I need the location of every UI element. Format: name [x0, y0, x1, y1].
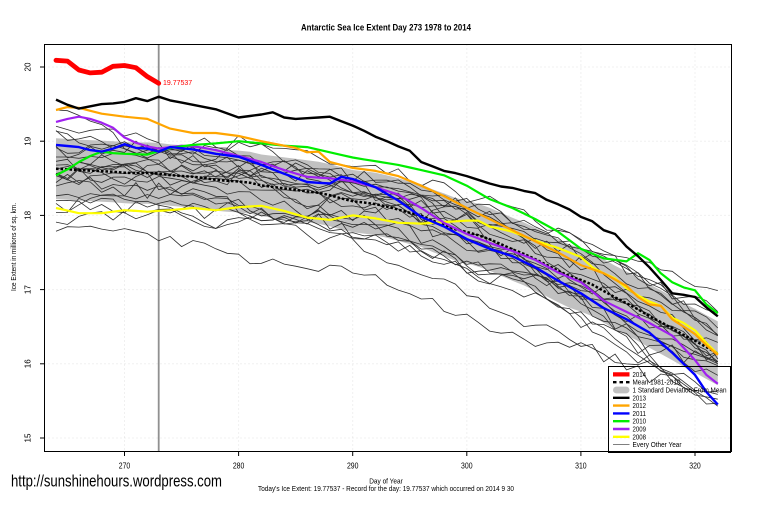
svg-text:Ice Extent in millions of sq.: Ice Extent in millions of sq. km. [9, 203, 18, 291]
svg-text:Antarctic Sea Ice Extent Day 2: Antarctic Sea Ice Extent Day 273 1978 to… [301, 23, 471, 33]
svg-text:2013: 2013 [633, 395, 647, 402]
svg-text:280: 280 [233, 462, 245, 471]
svg-text:320: 320 [689, 462, 701, 471]
svg-text:300: 300 [461, 462, 473, 471]
svg-text:19: 19 [24, 136, 33, 146]
svg-text:2011: 2011 [633, 411, 647, 418]
svg-text:270: 270 [119, 462, 131, 471]
svg-text:Today's Ice Extent: 19.77537: Today's Ice Extent: 19.77537 - Record fo… [258, 486, 514, 493]
svg-text:Every Other Year: Every Other Year [633, 442, 683, 449]
svg-text:20: 20 [24, 62, 33, 72]
svg-text:2014: 2014 [633, 372, 647, 379]
svg-text:http://sunshinehours.wordpress: http://sunshinehours.wordpress.com [11, 472, 222, 491]
svg-text:Day of Year: Day of Year [369, 477, 403, 486]
svg-text:2010: 2010 [633, 419, 647, 426]
svg-text:16: 16 [24, 359, 33, 369]
svg-text:15: 15 [24, 433, 33, 443]
svg-text:290: 290 [347, 462, 359, 471]
svg-text:18: 18 [24, 210, 33, 220]
svg-text:17: 17 [24, 285, 33, 295]
svg-text:1 Standard Deviation From Mean: 1 Standard Deviation From Mean [633, 388, 727, 395]
svg-text:Mean 1981-2010: Mean 1981-2010 [633, 380, 681, 387]
svg-text:2009: 2009 [633, 427, 647, 434]
svg-text:19.77537: 19.77537 [163, 80, 192, 87]
svg-text:2012: 2012 [633, 403, 647, 410]
svg-text:310: 310 [575, 462, 587, 471]
svg-text:2008: 2008 [633, 434, 647, 441]
